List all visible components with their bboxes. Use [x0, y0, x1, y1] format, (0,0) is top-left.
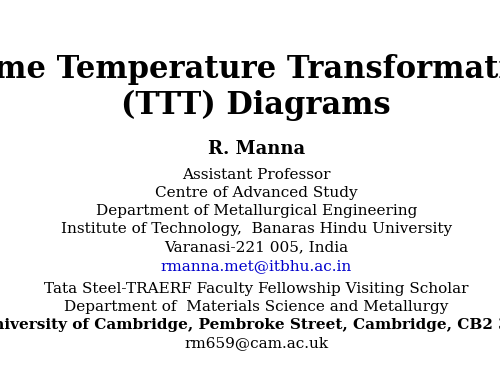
- Text: Time Temperature Transformation
(TTT) Diagrams: Time Temperature Transformation (TTT) Di…: [0, 54, 500, 121]
- Text: R. Manna: R. Manna: [208, 140, 305, 158]
- Text: Department of Metallurgical Engineering: Department of Metallurgical Engineering: [96, 204, 417, 218]
- Text: Department of  Materials Science and Metallurgy: Department of Materials Science and Meta…: [64, 300, 448, 314]
- Text: Centre of Advanced Study: Centre of Advanced Study: [155, 186, 358, 200]
- Text: rmanna.met@itbhu.ac.in: rmanna.met@itbhu.ac.in: [160, 259, 352, 273]
- Text: Varanasi-221 005, India: Varanasi-221 005, India: [164, 240, 348, 255]
- Text: Tata Steel-TRAERF Faculty Fellowship Visiting Scholar: Tata Steel-TRAERF Faculty Fellowship Vis…: [44, 282, 469, 296]
- Text: Assistant Professor: Assistant Professor: [182, 168, 330, 182]
- Text: Institute of Technology,  Banaras Hindu University: Institute of Technology, Banaras Hindu U…: [60, 222, 452, 236]
- Text: rm659@cam.ac.uk: rm659@cam.ac.uk: [184, 336, 328, 350]
- Text: University of Cambridge, Pembroke Street, Cambridge, CB2 3QZ: University of Cambridge, Pembroke Street…: [0, 318, 500, 332]
